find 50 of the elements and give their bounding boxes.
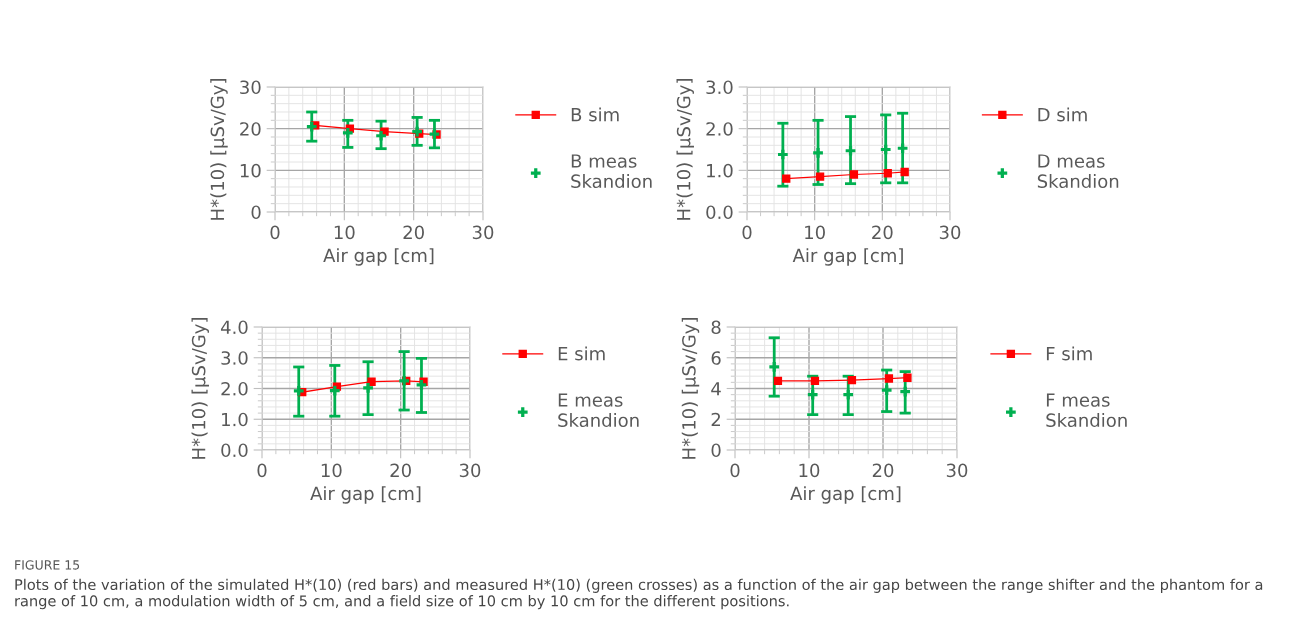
x-axis-title: Air gap [cm] bbox=[310, 486, 421, 504]
legend-label: B sim bbox=[571, 107, 619, 122]
x-tick-label: 20 bbox=[403, 225, 424, 240]
x-tick-label: 20 bbox=[872, 463, 894, 478]
x-tick-label: 30 bbox=[472, 225, 494, 240]
y-axis-title: H*(10) [µSv/Gy] bbox=[681, 318, 700, 459]
y-axis-title: H*(10) [µSv/Gy] bbox=[191, 318, 209, 459]
x-tick-label: 30 bbox=[459, 463, 481, 478]
legend-label: F sim bbox=[1046, 346, 1092, 361]
x-tick-label: 30 bbox=[939, 225, 961, 240]
x-tick-label: 10 bbox=[334, 225, 355, 240]
y-tick-label: 2 bbox=[711, 412, 720, 427]
y-tick-label: 1.0 bbox=[707, 163, 733, 178]
y-tick-label: 2.0 bbox=[706, 122, 733, 136]
y-tick-label: 2.0 bbox=[221, 381, 248, 396]
y-tick-label: 6 bbox=[711, 351, 721, 365]
legend-label: E sim bbox=[558, 346, 605, 361]
y-tick-label: 0.0 bbox=[706, 205, 733, 220]
x-tick-label: 10 bbox=[799, 463, 820, 478]
y-tick-label: 20 bbox=[240, 122, 261, 136]
y-tick-label: 0.0 bbox=[221, 443, 248, 458]
y-tick-label: 0 bbox=[711, 443, 721, 458]
x-tick-label: 20 bbox=[390, 463, 411, 478]
y-tick-label: 8 bbox=[711, 320, 721, 335]
x-tick-label: 0 bbox=[270, 225, 280, 240]
caption: FIGURE 15 bbox=[15, 560, 80, 570]
x-axis-title: Air gap [cm] bbox=[790, 486, 901, 504]
y-tick-label: 4 bbox=[711, 382, 721, 396]
x-tick-label: 10 bbox=[805, 225, 825, 240]
y-axis-title: H*(10) [µSv/Gy] bbox=[210, 79, 228, 220]
x-axis-title: Air gap [cm] bbox=[792, 248, 903, 266]
legend-label: D sim bbox=[1038, 107, 1087, 122]
y-tick-label: 1.0 bbox=[222, 412, 248, 427]
legend-label: D meas Skandion bbox=[1037, 154, 1119, 189]
legend-label: E meas Skandion bbox=[558, 393, 639, 428]
y-tick-label: 3.0 bbox=[221, 351, 248, 365]
x-tick-label: 0 bbox=[742, 225, 752, 240]
y-tick-label: 3.0 bbox=[706, 80, 733, 95]
legend-label: F meas Skandion bbox=[1046, 393, 1127, 428]
y-tick-label: 10 bbox=[240, 163, 261, 178]
y-tick-label: 30 bbox=[240, 80, 261, 95]
x-tick-label: 10 bbox=[321, 463, 342, 478]
y-axis-title: H*(10) [µSv/Gy] bbox=[676, 79, 694, 220]
y-tick-label: 4.0 bbox=[220, 320, 248, 335]
x-tick-label: 20 bbox=[872, 225, 893, 240]
y-tick-label: 0 bbox=[251, 205, 261, 220]
legend-label: B meas Skandion bbox=[571, 154, 652, 189]
x-axis-title: Air gap [cm] bbox=[323, 248, 434, 266]
text: Plots of the variation of the simulated H*(10) (red bars) and measured H*(10) (green crosses) as a function of the air gap between the range shifter and the phantom for a range of 10 cm, a modulation width of 5 cm, and a field size of 10 cm by 10 cm for the different positions. bbox=[15, 578, 1263, 610]
x-tick-label: 30 bbox=[946, 463, 968, 478]
